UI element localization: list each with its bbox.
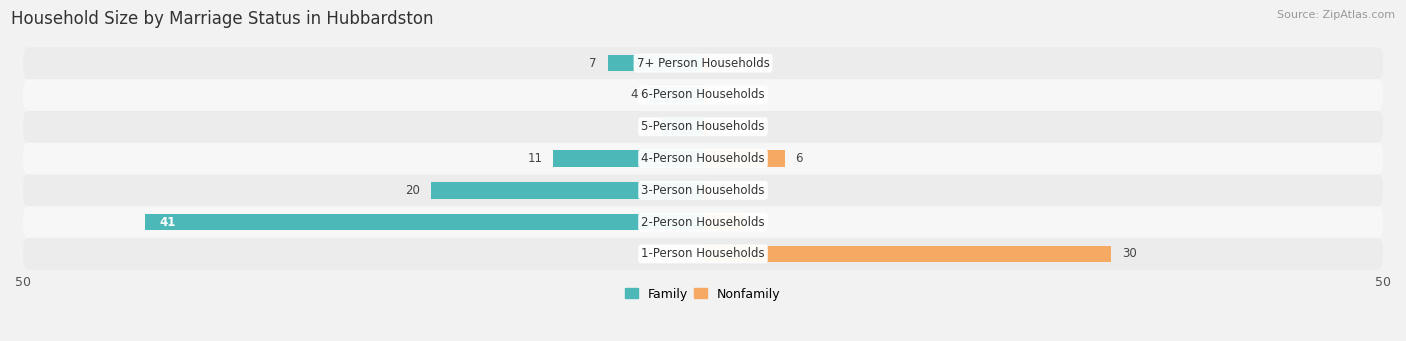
Bar (703, 214, 744, 231)
Text: 0: 0 (718, 57, 725, 70)
Bar (662, 118, 703, 135)
Bar (703, 150, 785, 167)
Bar (554, 150, 703, 167)
Bar (703, 55, 707, 71)
Text: 30: 30 (1122, 247, 1136, 261)
FancyBboxPatch shape (22, 174, 1384, 206)
Bar (703, 182, 707, 198)
Bar (648, 87, 703, 103)
Text: 11: 11 (527, 152, 543, 165)
Text: 3-Person Households: 3-Person Households (641, 184, 765, 197)
Text: Source: ZipAtlas.com: Source: ZipAtlas.com (1277, 10, 1395, 20)
Legend: Family, Nonfamily: Family, Nonfamily (620, 283, 786, 306)
Text: 0: 0 (718, 120, 725, 133)
FancyBboxPatch shape (22, 238, 1384, 270)
Text: 0: 0 (718, 88, 725, 102)
Text: 2-Person Households: 2-Person Households (641, 216, 765, 228)
Text: 3: 3 (755, 216, 762, 228)
FancyBboxPatch shape (22, 79, 1384, 111)
Text: 6-Person Households: 6-Person Households (641, 88, 765, 102)
Bar (703, 246, 1111, 262)
FancyBboxPatch shape (22, 47, 1384, 79)
Text: 4-Person Households: 4-Person Households (641, 152, 765, 165)
Text: 0: 0 (718, 184, 725, 197)
Text: 5-Person Households: 5-Person Households (641, 120, 765, 133)
FancyBboxPatch shape (22, 143, 1384, 174)
Text: 4: 4 (630, 88, 638, 102)
Text: 6: 6 (796, 152, 803, 165)
FancyBboxPatch shape (22, 111, 1384, 143)
Text: 41: 41 (159, 216, 176, 228)
Bar (703, 118, 707, 135)
Bar (432, 182, 703, 198)
FancyBboxPatch shape (22, 206, 1384, 238)
Text: 7+ Person Households: 7+ Person Households (637, 57, 769, 70)
Bar (607, 55, 703, 71)
Bar (145, 214, 703, 231)
Text: 20: 20 (405, 184, 420, 197)
Text: Household Size by Marriage Status in Hubbardston: Household Size by Marriage Status in Hub… (11, 10, 433, 28)
Text: 7: 7 (589, 57, 598, 70)
Text: 1-Person Households: 1-Person Households (641, 247, 765, 261)
Text: 3: 3 (644, 120, 651, 133)
Bar (703, 87, 707, 103)
